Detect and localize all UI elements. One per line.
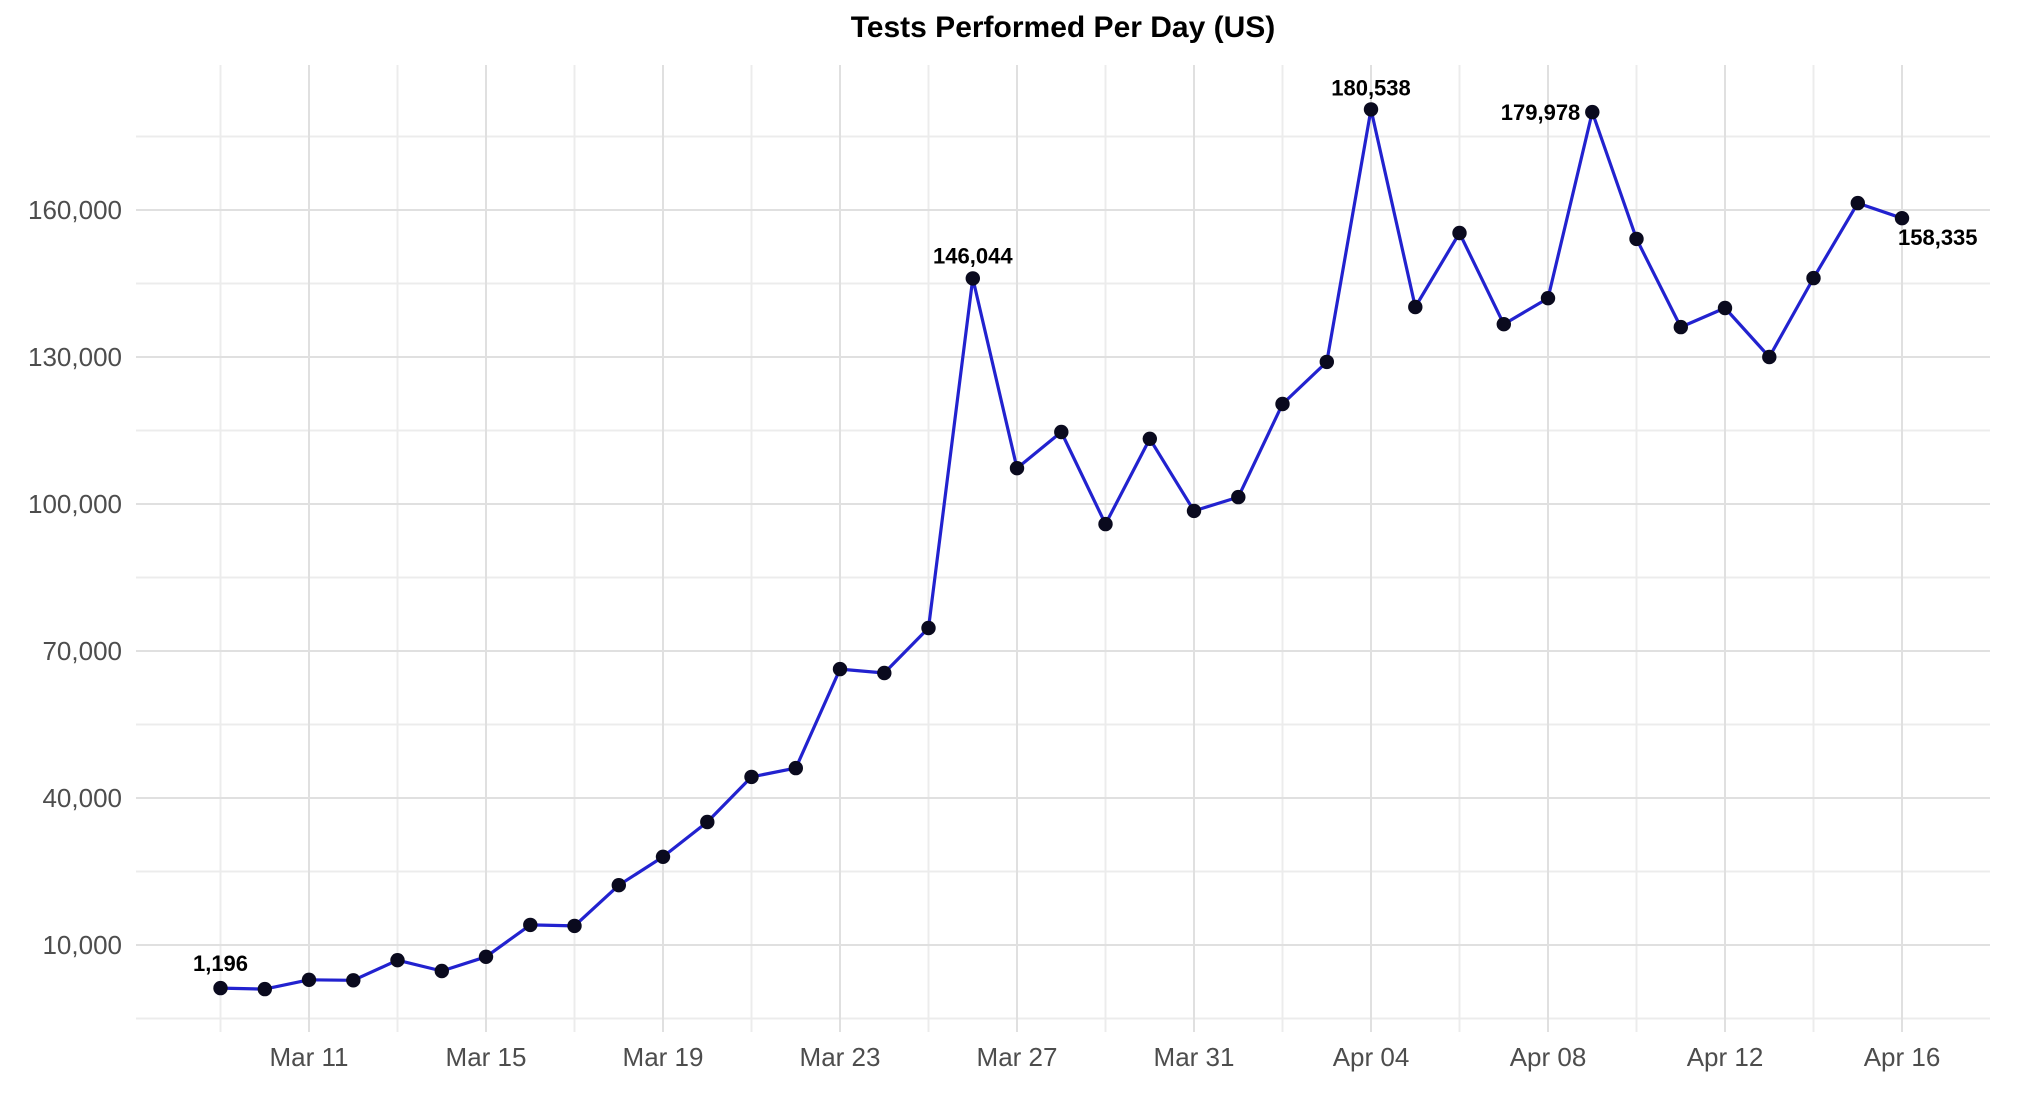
data-point bbox=[832, 661, 848, 677]
y-axis-tick-label: 130,000 bbox=[28, 342, 122, 372]
x-axis-tick-label: Mar 27 bbox=[977, 1042, 1058, 1072]
data-point bbox=[213, 980, 228, 996]
data-point bbox=[1408, 299, 1423, 315]
data-point bbox=[1186, 503, 1202, 519]
data-point bbox=[257, 981, 272, 997]
data-series-layer bbox=[213, 102, 1910, 997]
data-point bbox=[1585, 104, 1600, 120]
point-value-annotation: 1,196 bbox=[193, 951, 248, 976]
data-point bbox=[1629, 231, 1644, 247]
y-axis-tick-label: 10,000 bbox=[42, 930, 122, 960]
x-axis-tick-label: Mar 19 bbox=[623, 1042, 704, 1072]
data-point bbox=[1894, 211, 1910, 226]
data-point bbox=[1717, 300, 1733, 316]
chart-title: Tests Performed Per Day (US) bbox=[851, 11, 1276, 44]
data-point bbox=[921, 620, 936, 636]
data-point bbox=[788, 760, 803, 776]
data-point bbox=[301, 972, 317, 987]
x-axis-tick-label: Mar 31 bbox=[1154, 1042, 1235, 1072]
x-axis-tick-label: Mar 15 bbox=[446, 1042, 527, 1072]
x-axis-tick-label: Apr 12 bbox=[1687, 1042, 1764, 1072]
data-point bbox=[655, 849, 671, 864]
data-point bbox=[1496, 317, 1512, 332]
data-point bbox=[1673, 319, 1689, 335]
data-point bbox=[434, 963, 449, 979]
data-line bbox=[218, 107, 1904, 991]
data-point bbox=[1275, 396, 1290, 412]
x-axis-tick-label: Apr 16 bbox=[1864, 1042, 1941, 1072]
data-point bbox=[611, 878, 626, 893]
point-value-annotation: 179,978 bbox=[1501, 100, 1581, 125]
annotations-layer: 1,196 146,044 180,538 179,978 158,335 bbox=[193, 75, 1978, 976]
data-point bbox=[1098, 516, 1113, 532]
x-axis-tick-label: Apr 08 bbox=[1510, 1042, 1587, 1072]
data-point bbox=[1009, 461, 1025, 476]
data-point bbox=[346, 973, 361, 988]
data-point bbox=[478, 949, 494, 964]
data-point bbox=[1850, 195, 1866, 211]
data-point bbox=[700, 814, 715, 830]
data-point bbox=[1452, 225, 1467, 241]
data-point bbox=[1806, 270, 1821, 286]
point-value-annotation: 158,335 bbox=[1898, 225, 1978, 250]
data-point bbox=[1363, 102, 1379, 117]
point-value-annotation: 180,538 bbox=[1331, 75, 1411, 100]
data-point bbox=[523, 917, 538, 933]
y-axis-tick-label: 160,000 bbox=[28, 195, 122, 225]
data-point bbox=[390, 953, 405, 968]
y-axis-tick-label: 40,000 bbox=[42, 783, 122, 813]
data-point bbox=[567, 918, 582, 934]
data-point bbox=[1054, 424, 1069, 440]
x-axis-tick-label: Mar 11 bbox=[270, 1042, 349, 1072]
data-point bbox=[877, 665, 892, 681]
data-point bbox=[744, 769, 759, 785]
data-point bbox=[1142, 431, 1158, 446]
data-point bbox=[1540, 291, 1556, 306]
y-axis-tick-label: 70,000 bbox=[42, 636, 122, 666]
data-point bbox=[1231, 489, 1246, 505]
data-point bbox=[1762, 349, 1777, 365]
data-point bbox=[965, 271, 980, 286]
y-axis-tick-label: 100,000 bbox=[28, 489, 122, 519]
data-point bbox=[1319, 354, 1335, 370]
x-axis-tick-label: Mar 23 bbox=[800, 1042, 881, 1072]
gridlines-layer bbox=[136, 65, 1990, 1032]
x-axis-tick-label: Apr 04 bbox=[1333, 1042, 1410, 1072]
point-value-annotation: 146,044 bbox=[933, 243, 1013, 268]
axis-labels-layer: 10,000 40,000 70,000 100,000 130,000 160,000 M… bbox=[28, 195, 1940, 1072]
